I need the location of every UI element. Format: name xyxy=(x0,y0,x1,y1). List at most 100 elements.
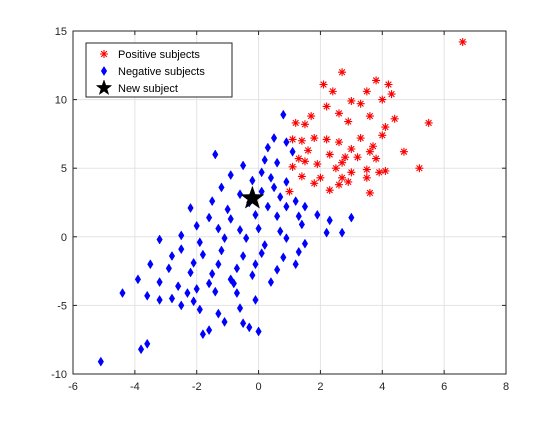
data-point xyxy=(347,96,356,105)
data-point xyxy=(221,316,228,327)
y-tick-label: 10 xyxy=(55,95,67,107)
data-point xyxy=(240,160,247,171)
data-point xyxy=(215,259,222,270)
data-point xyxy=(270,182,278,193)
data-point xyxy=(297,136,306,145)
legend-label: New subject xyxy=(118,83,178,95)
data-point xyxy=(258,167,265,178)
data-point xyxy=(338,158,347,167)
data-point xyxy=(375,168,384,177)
data-point xyxy=(378,131,387,140)
data-point xyxy=(221,233,228,244)
data-point xyxy=(168,251,176,261)
data-point xyxy=(331,164,340,173)
data-point xyxy=(348,212,355,223)
data-point xyxy=(246,322,253,333)
data-point xyxy=(347,168,356,177)
legend-label: Positive subjects xyxy=(118,49,200,61)
data-point xyxy=(353,153,362,162)
x-tick-label: -2 xyxy=(192,381,202,393)
data-point xyxy=(147,259,154,270)
data-point xyxy=(387,90,396,99)
data-point xyxy=(236,224,244,235)
data-point xyxy=(156,277,163,288)
data-point xyxy=(322,135,331,144)
data-point xyxy=(314,209,321,220)
data-point xyxy=(274,157,281,168)
data-point xyxy=(233,288,241,299)
axis-ticks: -6 -4 -2 0 2 4 6 8 -10 -5 0 5 10 15 xyxy=(51,26,509,393)
data-point xyxy=(156,234,163,245)
data-point xyxy=(206,325,213,336)
data-point xyxy=(362,165,371,174)
data-point xyxy=(218,182,225,193)
data-point xyxy=(178,244,185,255)
legend-label: Negative subjects xyxy=(118,66,205,78)
data-point xyxy=(300,157,309,166)
data-point xyxy=(156,294,163,305)
data-point xyxy=(283,137,290,148)
data-point xyxy=(289,146,296,157)
data-point xyxy=(255,326,262,337)
data-point xyxy=(277,226,284,237)
legend-marker xyxy=(95,79,113,96)
data-point xyxy=(196,237,203,248)
x-tick-label: 6 xyxy=(441,381,447,393)
data-point xyxy=(365,147,374,156)
x-tick-label: -4 xyxy=(130,381,140,393)
data-point xyxy=(206,212,213,223)
data-point xyxy=(326,215,333,226)
data-point xyxy=(212,149,219,160)
data-point xyxy=(227,213,234,224)
data-point xyxy=(362,87,371,96)
x-tick-label: -6 xyxy=(68,381,78,393)
data-point xyxy=(224,204,231,215)
data-point xyxy=(399,147,408,156)
legend-entry: Positive subjects xyxy=(100,49,200,61)
data-point xyxy=(362,173,371,182)
data-point xyxy=(165,263,172,274)
data-point xyxy=(283,233,290,244)
data-point xyxy=(372,154,381,163)
data-point xyxy=(274,211,281,222)
data-point xyxy=(215,223,222,234)
data-point xyxy=(341,153,350,162)
data-point xyxy=(144,338,151,349)
data-point xyxy=(300,120,309,129)
x-tick-label: 4 xyxy=(379,381,385,393)
data-point xyxy=(264,142,271,153)
data-point xyxy=(334,138,343,147)
legend-marker xyxy=(100,66,108,76)
data-point xyxy=(369,142,378,151)
legend: Positive subjects Negative subjects New su… xyxy=(85,42,233,98)
data-point xyxy=(267,277,275,288)
data-point xyxy=(381,123,390,132)
data-point xyxy=(193,220,200,231)
y-tick-label: -5 xyxy=(57,300,67,312)
legend-entry: New subject xyxy=(95,79,178,96)
data-point xyxy=(301,238,309,249)
data-point xyxy=(297,172,306,181)
data-point xyxy=(458,37,467,46)
series-new-subject xyxy=(240,185,265,209)
data-point xyxy=(283,176,290,187)
data-point xyxy=(338,227,346,238)
data-point xyxy=(168,293,176,304)
data-point xyxy=(291,118,300,127)
data-point xyxy=(209,268,216,279)
data-point xyxy=(97,356,104,367)
data-point xyxy=(344,117,353,126)
data-point xyxy=(365,188,374,197)
data-point xyxy=(334,109,343,118)
data-point xyxy=(365,112,374,121)
data-point xyxy=(134,274,142,285)
data-point xyxy=(218,245,225,256)
data-point xyxy=(215,308,222,319)
data-point xyxy=(144,290,151,301)
data-point xyxy=(178,230,185,241)
data-point xyxy=(295,211,302,222)
data-point xyxy=(252,259,259,270)
data-point xyxy=(280,109,287,120)
series-positive-subjects xyxy=(285,37,467,197)
